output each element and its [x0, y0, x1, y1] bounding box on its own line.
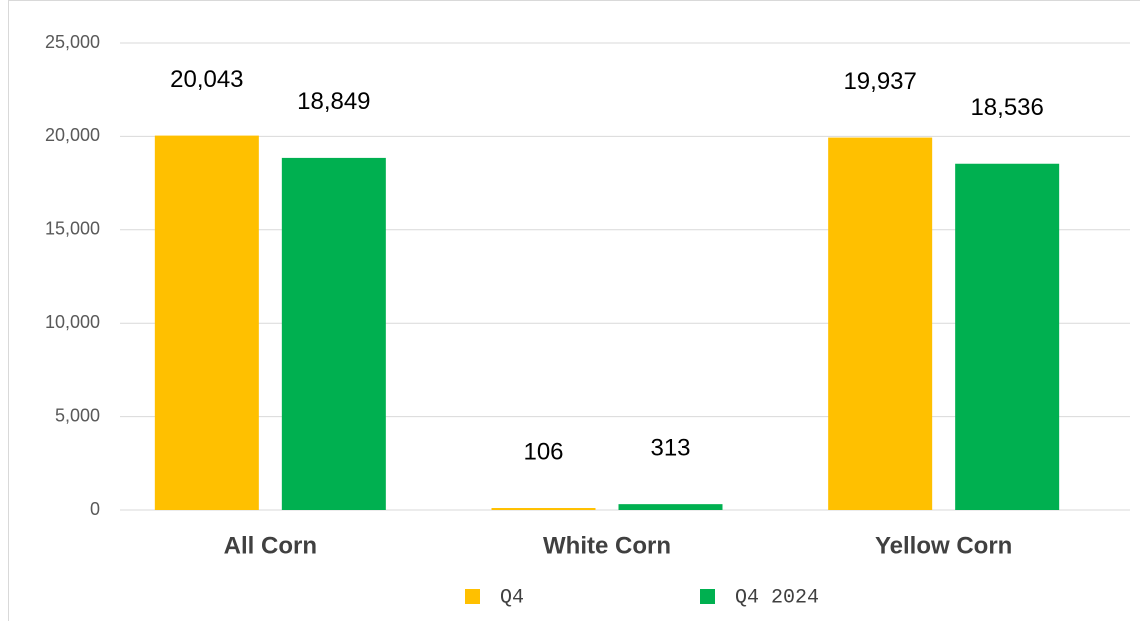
- bar: [618, 504, 723, 510]
- legend-swatch: [700, 589, 715, 604]
- x-tick-label: All Corn: [224, 532, 317, 559]
- y-tick-label: 0: [90, 499, 100, 519]
- value-label: 106: [523, 438, 563, 465]
- y-tick-label: 5,000: [55, 405, 100, 425]
- x-tick-label: White Corn: [543, 532, 671, 559]
- bar: [491, 508, 596, 510]
- y-tick-label: 25,000: [45, 32, 100, 52]
- value-label: 18,536: [970, 94, 1043, 121]
- value-label: 313: [650, 434, 690, 461]
- bar: [828, 137, 933, 510]
- value-label: 18,849: [297, 88, 370, 115]
- bar: [955, 163, 1060, 511]
- chart-border: [8, 0, 1140, 621]
- legend-label: Q4 2024: [735, 586, 819, 609]
- legend-swatch: [465, 589, 480, 604]
- legend-label: Q4: [500, 586, 524, 609]
- value-label: 20,043: [170, 66, 243, 93]
- bar: [154, 135, 259, 511]
- y-tick-label: 15,000: [45, 219, 100, 239]
- bar: [281, 157, 386, 510]
- y-tick-label: 20,000: [45, 125, 100, 145]
- x-tick-label: Yellow Corn: [875, 532, 1012, 559]
- y-tick-label: 10,000: [45, 312, 100, 332]
- value-label: 19,937: [843, 68, 916, 95]
